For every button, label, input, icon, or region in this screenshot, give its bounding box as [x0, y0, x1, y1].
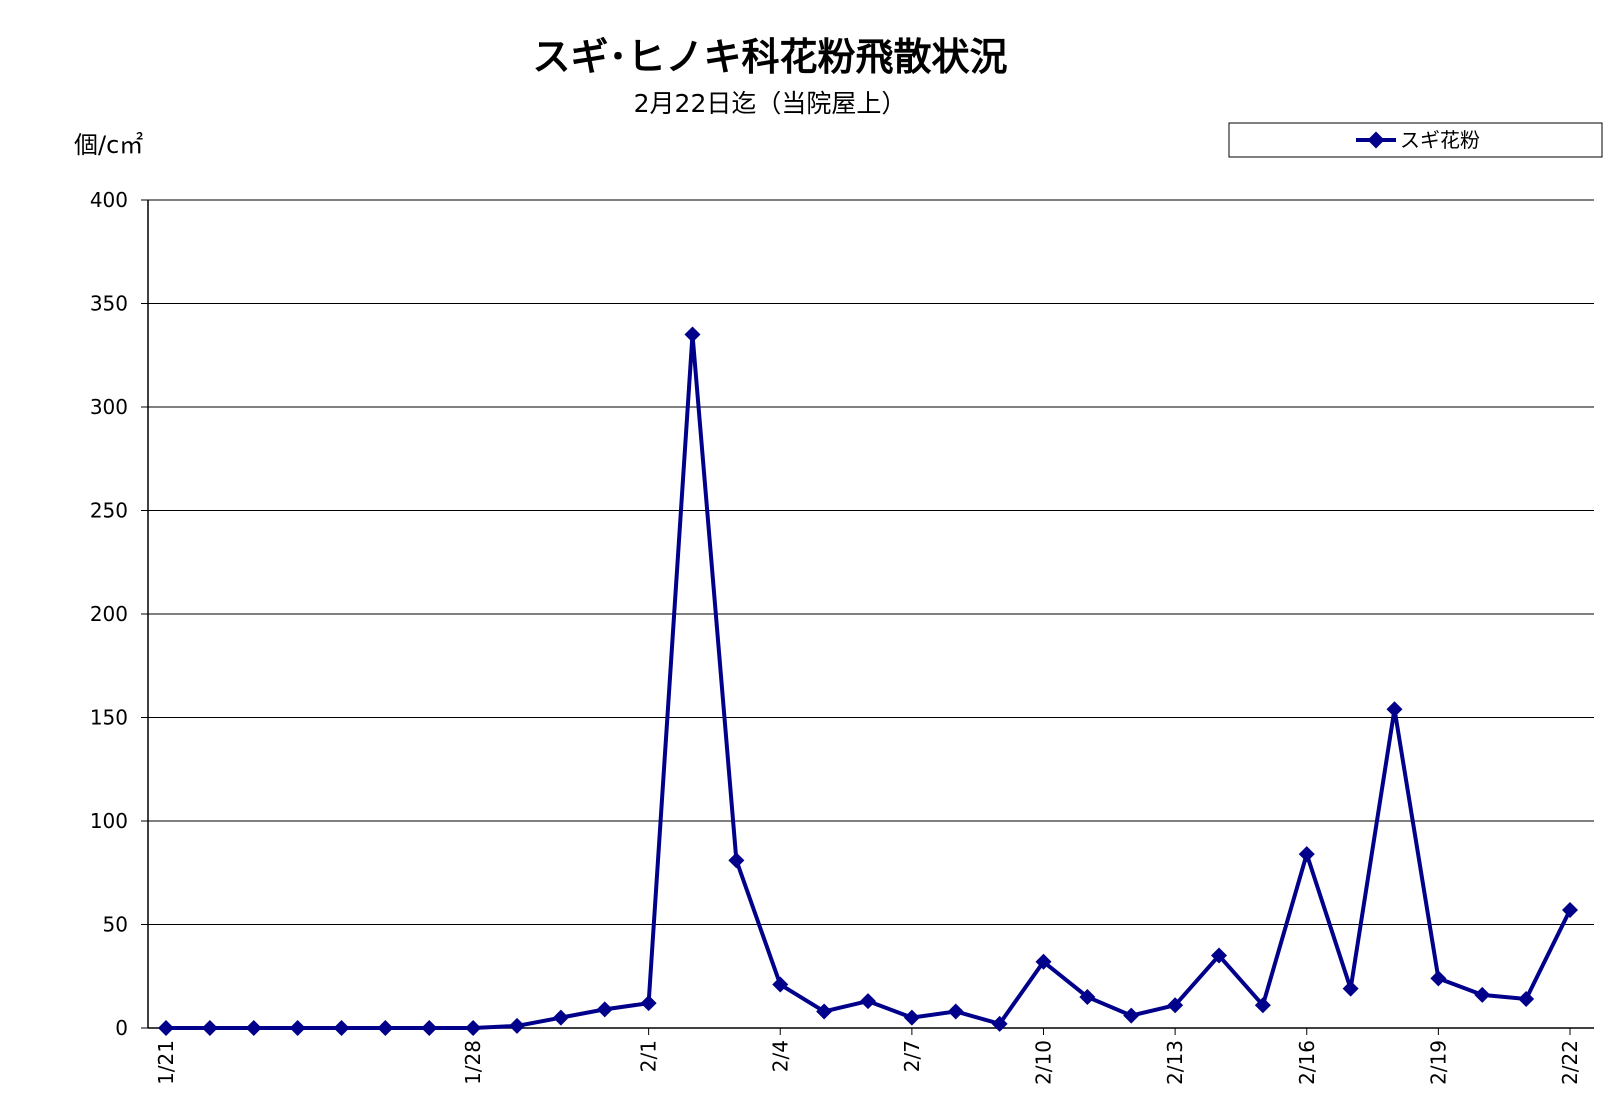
data-point	[377, 1020, 394, 1036]
x-tick-label: 2/13	[1163, 1040, 1187, 1085]
data-point	[333, 1020, 350, 1036]
data-point	[1123, 1007, 1140, 1024]
data-point	[421, 1020, 438, 1036]
data-point	[158, 1020, 174, 1036]
chart-subtitle: 2月22日迄（当院屋上）	[634, 89, 907, 118]
data-point	[289, 1020, 306, 1036]
data-point	[1474, 986, 1491, 1003]
data-point	[245, 1020, 262, 1036]
data-point	[201, 1020, 218, 1036]
gridlines	[148, 199, 1594, 925]
data-point	[903, 1009, 920, 1026]
data-point	[1430, 970, 1447, 987]
x-tick-label: 2/7	[900, 1040, 924, 1072]
x-axis-ticks: 1/21 1/28 2/1 2/4 2/7 2/10 2/13 2/16 2/19 2/22	[154, 1028, 1582, 1085]
data-point	[991, 1015, 1008, 1032]
x-tick-label: 1/28	[461, 1040, 485, 1085]
y-tick-label: 50	[103, 913, 128, 937]
data-point	[1386, 701, 1403, 718]
data-point	[1342, 980, 1359, 997]
legend: スギ花粉	[1228, 122, 1603, 158]
data-point	[684, 326, 701, 343]
data-point	[1079, 988, 1096, 1005]
data-point	[509, 1017, 525, 1034]
data-point	[1035, 953, 1052, 970]
data-point	[1518, 991, 1535, 1008]
x-tick-label: 1/21	[154, 1040, 178, 1085]
series-suginokafun	[158, 326, 1578, 1036]
data-point	[1211, 947, 1227, 964]
y-axis-ticks: 0 50 100 150 200 250 300 350 400	[90, 188, 148, 1040]
data-point	[1254, 997, 1271, 1014]
legend-label: スギ花粉	[1400, 128, 1480, 152]
data-point	[552, 1009, 569, 1026]
chart-title: スギ･ヒノキ科花粉飛散状況	[532, 35, 1007, 79]
x-tick-label: 2/4	[768, 1040, 792, 1072]
data-point	[947, 1003, 964, 1020]
x-tick-label: 2/1	[637, 1040, 661, 1072]
x-tick-label: 2/16	[1295, 1040, 1319, 1085]
data-point	[640, 995, 657, 1012]
y-tick-label: 250	[90, 499, 128, 523]
y-tick-label: 0	[115, 1016, 128, 1040]
data-point	[596, 1001, 613, 1018]
x-tick-label: 2/10	[1032, 1040, 1056, 1085]
y-axis-unit: 個/c㎡	[74, 131, 143, 159]
data-point	[728, 852, 745, 869]
legend-box	[1228, 122, 1603, 158]
data-point	[772, 976, 789, 993]
y-tick-label: 300	[90, 395, 128, 419]
y-tick-label: 150	[90, 706, 128, 730]
data-point	[1562, 902, 1578, 919]
y-tick-label: 400	[90, 188, 128, 212]
data-point	[860, 993, 876, 1010]
data-point	[816, 1003, 833, 1020]
x-tick-label: 2/22	[1558, 1040, 1582, 1085]
y-tick-label: 200	[90, 602, 128, 626]
data-point	[1167, 997, 1184, 1014]
data-point	[1298, 846, 1315, 863]
y-tick-label: 100	[90, 809, 128, 833]
y-tick-label: 350	[90, 292, 128, 316]
x-tick-label: 2/19	[1426, 1040, 1450, 1085]
series-line	[166, 332, 1572, 1030]
data-point	[465, 1020, 482, 1036]
